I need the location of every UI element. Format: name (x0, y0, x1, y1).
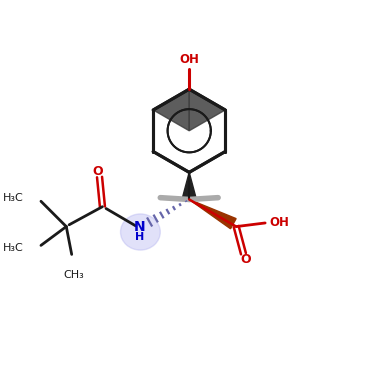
Polygon shape (153, 89, 189, 131)
Text: CH₃: CH₃ (63, 270, 84, 280)
Text: O: O (92, 165, 103, 178)
Text: H₃C: H₃C (3, 193, 24, 203)
Polygon shape (189, 89, 225, 131)
Text: OH: OH (179, 53, 199, 66)
Text: OH: OH (269, 216, 289, 229)
Text: O: O (240, 253, 250, 266)
Text: H₃C: H₃C (3, 243, 24, 253)
Polygon shape (189, 199, 236, 229)
Polygon shape (182, 172, 196, 199)
Text: H: H (135, 232, 144, 242)
Ellipse shape (121, 214, 160, 250)
Text: N: N (134, 220, 145, 234)
